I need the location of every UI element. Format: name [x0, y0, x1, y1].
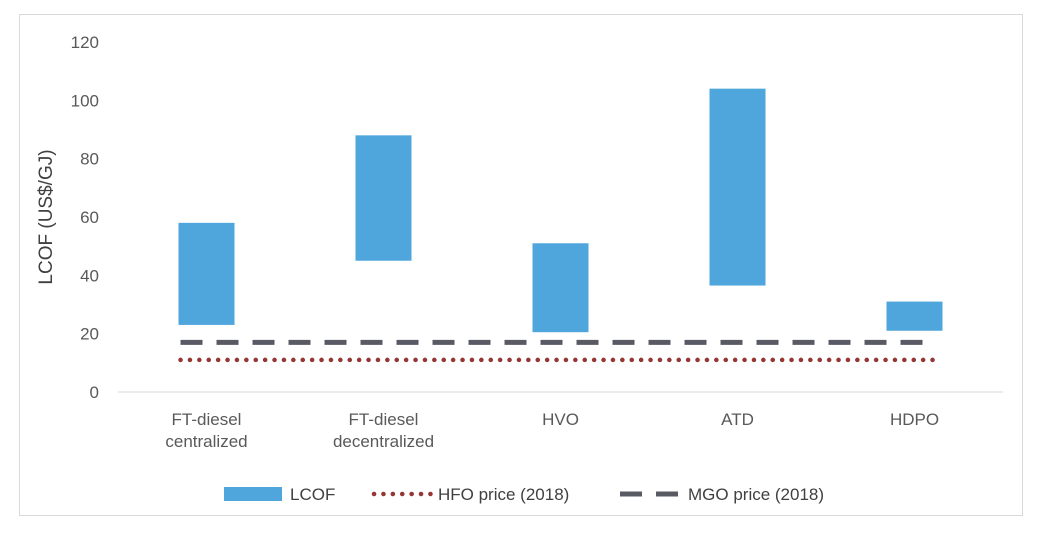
x-tick-label: HVO — [542, 410, 579, 429]
price-reference-lines — [178, 339, 939, 363]
lcof-bar — [532, 243, 589, 333]
lcof-bar — [178, 222, 235, 325]
legend-label-hfo: HFO price (2018) — [438, 485, 569, 504]
lcof-bar — [886, 301, 943, 331]
legend-label-lcof: LCOF — [290, 485, 335, 504]
x-tick-label: ATD — [721, 410, 754, 429]
x-tick-label: FT-diesel decentralized — [333, 410, 434, 451]
y-axis-title: LCOF (US$/GJ) — [36, 149, 57, 284]
lcof-bar — [709, 88, 766, 286]
x-axis-category-labels: FT-diesel centralized FT-diesel decentraliz… — [165, 410, 939, 451]
legend-label-mgo: MGO price (2018) — [688, 485, 824, 504]
x-tick-label: HDPO — [890, 410, 939, 429]
lcof-range-bars — [178, 88, 943, 333]
y-axis-label: LCOF (US$/GJ) — [36, 149, 57, 284]
y-tick-label: 20 — [80, 325, 99, 344]
y-axis-ticks: 0 20 40 60 80 100 120 — [71, 33, 99, 402]
y-tick-label: 80 — [80, 150, 99, 169]
y-tick-label: 100 — [71, 91, 99, 110]
y-tick-label: 40 — [80, 266, 99, 285]
y-tick-label: 60 — [80, 208, 99, 227]
x-tick-label: FT-diesel centralized — [165, 410, 247, 451]
legend: LCOF HFO price (2018) MGO price (2018) — [224, 485, 824, 504]
legend-key-lcof — [224, 487, 282, 501]
y-tick-label: 0 — [90, 383, 99, 402]
lcof-bar — [355, 135, 412, 261]
y-tick-label: 120 — [71, 33, 99, 52]
